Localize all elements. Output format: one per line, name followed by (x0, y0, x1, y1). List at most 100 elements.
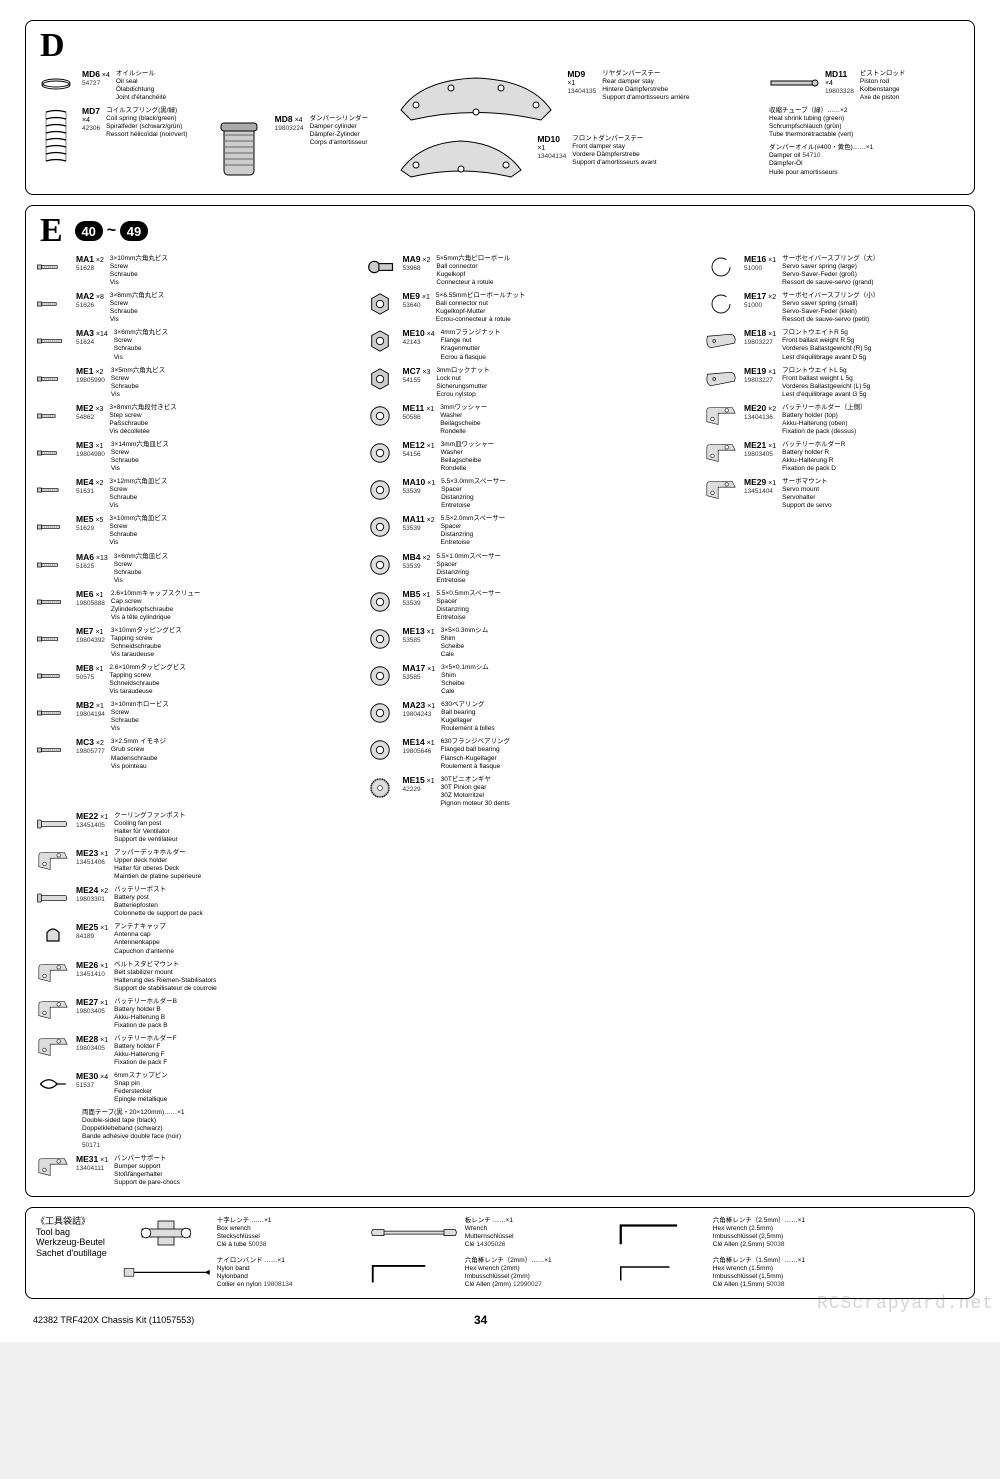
part-ME23: ME23 ×113451406 アッパーデッキホルダー Upper deck h… (36, 848, 266, 882)
step-range: 40 ~ 49 (75, 221, 148, 241)
me22-icon (36, 812, 70, 836)
mb5-icon (363, 590, 397, 614)
section-e: E 40 ~ 49 MA1 ×251628 3×10mm六角丸ビス ScrewS… (25, 205, 975, 1197)
part-ME27: ME27 ×119803405 バッテリーホルダーB Battery holde… (36, 997, 266, 1031)
part-md6: MD6 ×4 54727 オイルシール Oil seal Ölabdichtun… (36, 69, 191, 103)
mc7-icon (363, 367, 397, 391)
part-ME2: ME2 ×354862 3×8mm六角段付きビス Step screwPaßsc… (36, 403, 241, 437)
section-d: D MD6 ×4 54727 オイルシール Oil seal Ölabdich (25, 20, 975, 195)
me26-icon (36, 961, 70, 985)
section-e-grid: MA1 ×251628 3×10mm六角丸ビス ScrewSchraubeVis… (36, 254, 964, 1188)
range-tilde: ~ (107, 222, 116, 240)
part-ME8: ME8 ×150575 2.6×10mmタッピングビス Tapping scre… (36, 663, 241, 697)
step-from: 40 (75, 221, 103, 241)
me2-icon (36, 404, 70, 428)
part-misc: 両面テープ(黒・20×120mm)……×1 Double-sided tape … (36, 1108, 266, 1150)
tool-3: ナイロンバンド ……×1 Nylon bandNylonbandCollier … (121, 1256, 351, 1290)
section-toolbag: 《工具袋詰》 Tool bag Werkzeug-Beutel Sachet d… (25, 1207, 975, 1299)
tool-1: 板レンチ ……×1 WrenchMutternschlüsselClé 1430… (369, 1216, 599, 1250)
part-ME25: ME25 ×184189 アンテナキャップ Antenna capAntenne… (36, 922, 266, 956)
part-MB5: MB5 ×153539 5.5×0.5mmスペーサー SpacerDistanz… (363, 589, 583, 623)
part-MA3: MA3 ×1451624 3×6mm六角丸ビス ScrewSchraubeVis (36, 328, 241, 362)
ma9-icon (363, 255, 397, 279)
tool-icon-1 (369, 1217, 459, 1249)
part-ME24: ME24 ×219803301 バッテリーポスト Battery postBat… (36, 885, 266, 919)
part-ME4: ME4 ×251631 3×12mm六角皿ビス ScrewSchraubeVis (36, 477, 241, 511)
me18-icon (704, 329, 738, 353)
me30-icon (36, 1072, 70, 1096)
part-ME12: ME12 ×154156 3mm皿ワッシャー WasherBeilagschei… (363, 440, 583, 474)
section-e-header: E 40 ~ 49 (36, 214, 964, 248)
part-ME7: ME7 ×119804392 3×10mmタッピングビス Tapping scr… (36, 626, 241, 660)
part-ME15: ME15 ×142229 30Tピニオンギヤ 30T Pinion gear30… (363, 775, 583, 809)
part-ME19: ME19 ×119803227 フロントウエイトL 5g Front balla… (704, 366, 964, 400)
tool-5: 六角棒レンチ（1.5mm）……×1 Hex wrench (1.5mm)Imbu… (617, 1256, 847, 1290)
me20-icon (704, 404, 738, 428)
part-ME22: ME22 ×113451405 クーリングファンポスト Cooling fan … (36, 811, 266, 845)
part-ME10: ME10 ×442143 4mmフランジナット Flange nutKragen… (363, 328, 583, 362)
me17-icon (704, 292, 738, 316)
part-ME6: ME6 ×119805888 2.6×10mmキャップスクリュー Cap scr… (36, 589, 241, 623)
part-ME21: ME21 ×119803405 バッテリーホルダーR Battery holde… (704, 440, 964, 474)
tool-2: 六角棒レンチ（2.5mm）……×1 Hex wrench (2.5mm)Imbu… (617, 1216, 847, 1250)
part-ME29: ME29 ×113451404 サーボマウント Servo mountServo… (704, 477, 964, 511)
misc-icon (36, 1109, 70, 1133)
part-md10: MD10 ×1 13404134 フロントダンパーステー Front dampe… (391, 134, 751, 186)
section-d-header: D (36, 29, 964, 63)
part-MC3: MC3 ×219805777 3×2.5mm イモネジ Grub screwMa… (36, 737, 241, 771)
me23-icon (36, 849, 70, 873)
piston-rod-icon (769, 70, 819, 96)
part-ME20: ME20 ×213404136 バッテリーホルダー（上側） Battery ho… (704, 403, 964, 437)
part-ME28: ME28 ×119803405 バッテリーホルダーF Battery holde… (36, 1034, 266, 1068)
part-MA23: MA23 ×119804243 630ベアリング Ball bearingKug… (363, 700, 583, 734)
ma1-icon (36, 255, 70, 279)
part-heat-shrink: 収縮チューブ（緑）……×2 Heat shrink tubing (green)… (769, 106, 964, 140)
ma2-icon (36, 292, 70, 316)
ma6-icon (36, 553, 70, 577)
part-ME1: ME1 ×219805990 3×5mm六角丸ビス ScrewSchraubeV… (36, 366, 241, 400)
ma23-icon (363, 701, 397, 725)
me3-icon (36, 441, 70, 465)
part-MA10: MA10 ×153539 5.5×3.0mmスペーサー SpacerDistan… (363, 477, 583, 511)
me6-icon (36, 590, 70, 614)
part-ME17: ME17 ×251000 サーボセイバースプリング（小） Servo saver… (704, 291, 964, 325)
tool-icon-4 (369, 1257, 459, 1289)
d-col-2: MD8 ×4 19803224 ダンパーシリンダー Damper cylinde… (209, 69, 374, 186)
front-damper-stay-icon (391, 135, 531, 185)
me16-icon (704, 255, 738, 279)
me24-icon (36, 886, 70, 910)
tool-icon-3 (121, 1257, 211, 1289)
part-MA11: MA11 ×253539 5.5×2.0mmスペーサー SpacerDistan… (363, 514, 583, 548)
d-col-3: MD9 ×1 13404135 リヤダンパーステー Rear damper st… (391, 69, 751, 186)
rear-damper-stay-icon (391, 70, 561, 130)
oil-seal-icon (36, 70, 76, 96)
part-md7: MD7 ×4 42306 コイルスプリング(黒/緑) Coil spring (… (36, 106, 191, 168)
me8-icon (36, 664, 70, 688)
me21-icon (704, 441, 738, 465)
me29-icon (704, 478, 738, 502)
tool-icon-2 (617, 1217, 707, 1249)
part-MA1: MA1 ×251628 3×10mm六角丸ビス ScrewSchraubeVis (36, 254, 241, 288)
me14-icon (363, 738, 397, 762)
e-col-2: MA9 ×253968 5×5mm六角ピローボール Ball connector… (363, 254, 583, 809)
part-ME5: ME5 ×551629 3×10mm六角皿ビス ScrewSchraubeVis (36, 514, 241, 548)
part-md9: MD9 ×1 13404135 リヤダンパーステー Rear damper st… (391, 69, 751, 131)
me4-icon (36, 478, 70, 502)
me1-icon (36, 367, 70, 391)
me9-icon (363, 292, 397, 316)
d-col-1: MD6 ×4 54727 オイルシール Oil seal Ölabdichtun… (36, 69, 191, 186)
part-ME13: ME13 ×153585 3×5×0.3mmシム ShimScheibeCale (363, 626, 583, 660)
footer-left: 42382 TRF420X Chassis Kit (11057553) (33, 1315, 194, 1325)
ma3-icon (36, 329, 70, 353)
part-ME16: ME16 ×151000 サーボセイバースプリング（大） Servo saver… (704, 254, 964, 288)
tool-0: 十字レンチ ……×1 Box wrenchSteckschlüsselClé à… (121, 1216, 351, 1250)
damper-cylinder-icon (209, 115, 269, 185)
me10-icon (363, 329, 397, 353)
watermark: RCScrapyard.net (817, 1294, 994, 1314)
me31-icon (36, 1155, 70, 1179)
e-col-3: ME16 ×151000 サーボセイバースプリング（大） Servo saver… (704, 254, 964, 809)
part-MC7: MC7 ×354155 3mmロックナット Lock nutSicherungs… (363, 366, 583, 400)
part-md11: MD11 ×4 19803328 ピストンロッド Piston rod Kolb… (769, 69, 964, 103)
part-ME3: ME3 ×119804980 3×14mm六角皿ビス ScrewSchraube… (36, 440, 241, 474)
part-ME18: ME18 ×119803227 フロントウエイトR 5g Front balla… (704, 328, 964, 362)
